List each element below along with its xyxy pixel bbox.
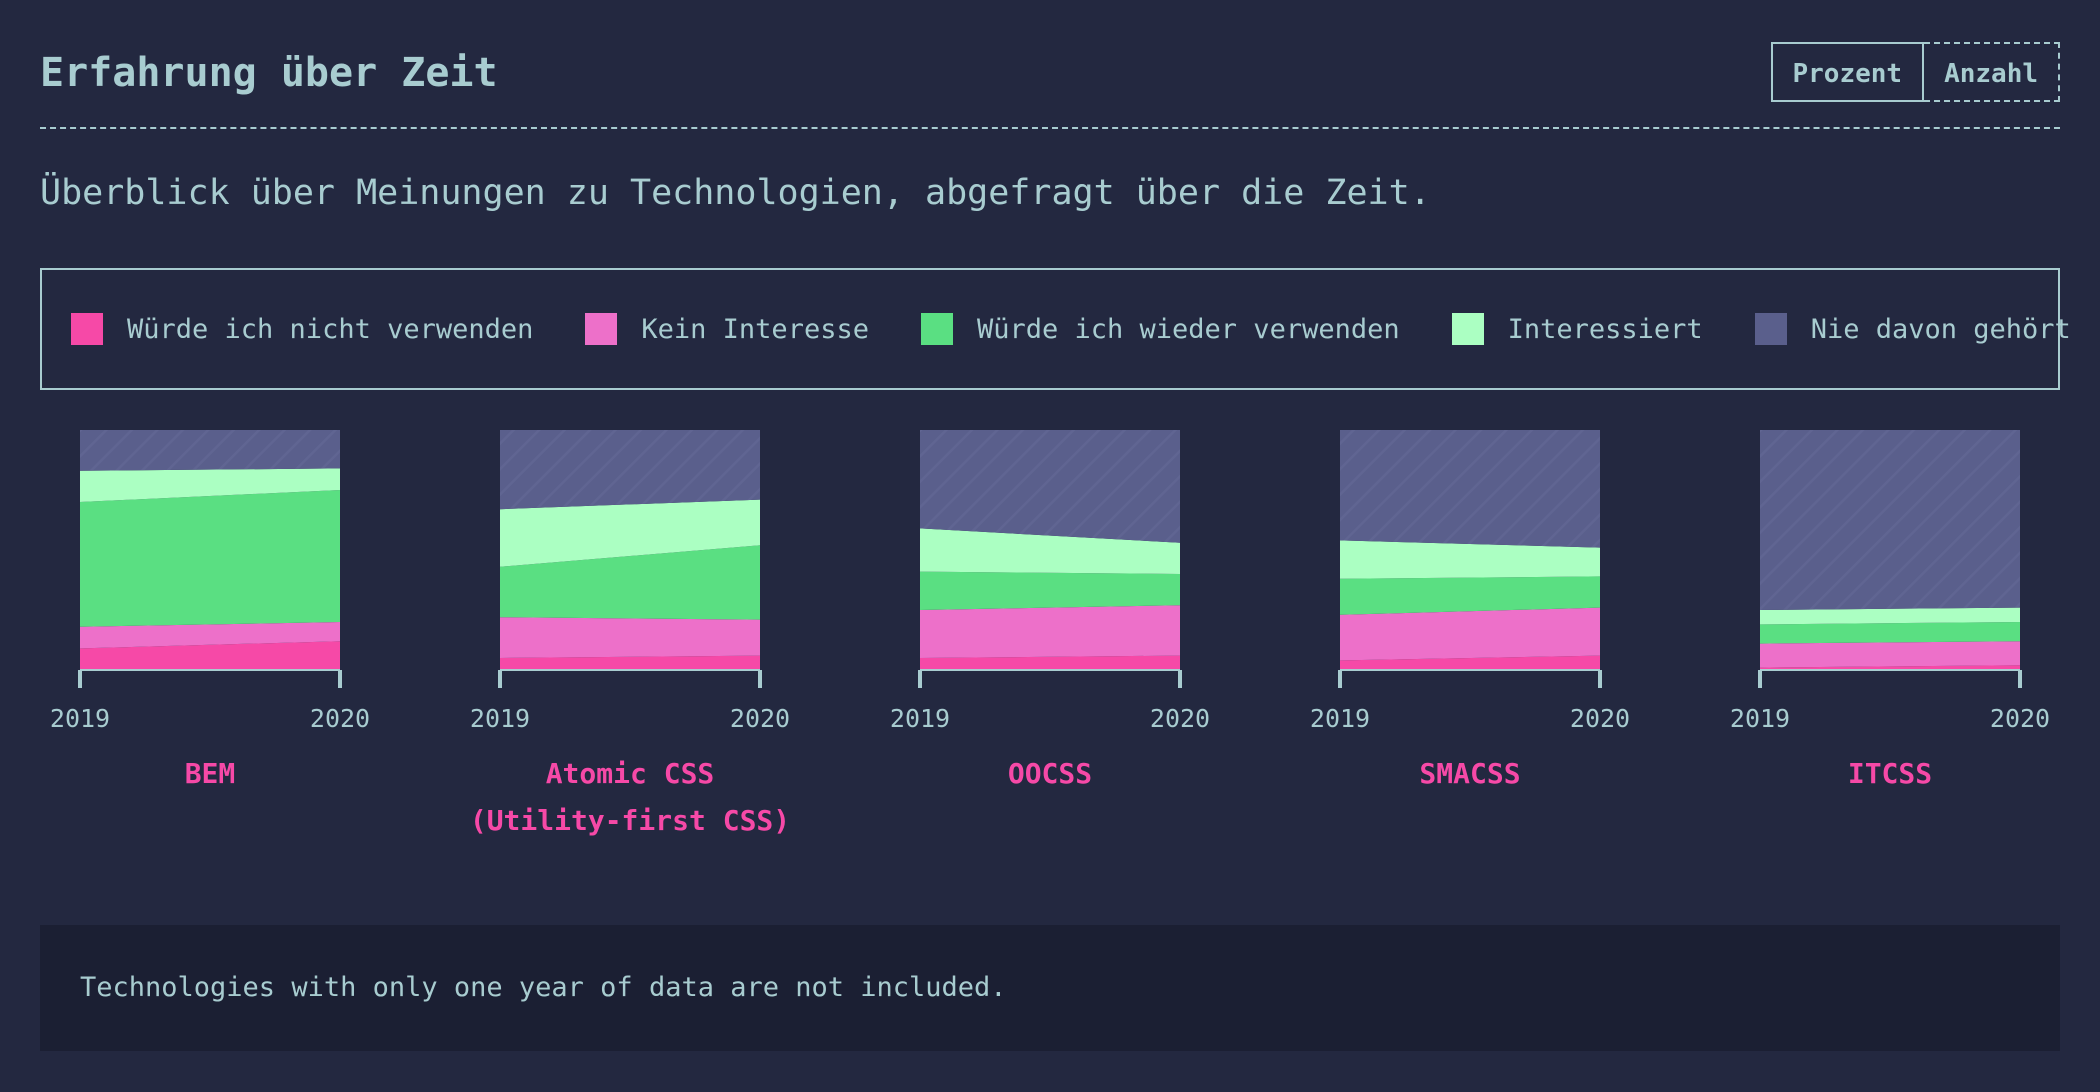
chart-title: OOCSS [1008, 757, 1092, 790]
block-description: Überblick über Meinungen zu Technologien… [40, 173, 1431, 213]
legend-item[interactable]: Nie davon gehört [1754, 313, 2071, 345]
area-hatch [80, 430, 340, 471]
chart-legend: Würde ich nicht verwenden Kein Interesse W… [40, 268, 2071, 390]
x-tick-label: 2020 [1150, 704, 1210, 733]
area-series [1340, 607, 1600, 661]
chart-title-line: (Utility-first CSS) [470, 804, 790, 837]
x-tick-label: 2020 [310, 704, 370, 733]
area-series [1760, 665, 2020, 670]
block-header: Erfahrung über Zeit Prozent Anzahl [40, 40, 2060, 129]
area-hatch [1340, 430, 1600, 548]
legend-swatch [1754, 313, 1787, 345]
x-tick-label: 2020 [1570, 704, 1630, 733]
legend-swatch [920, 313, 953, 345]
legend-label: Würde ich nicht verwenden [127, 313, 534, 345]
area-series [920, 605, 1180, 658]
legend-item[interactable]: Kein Interesse [585, 313, 869, 345]
x-tick-label: 2020 [1990, 704, 2050, 733]
area-series [500, 617, 760, 658]
legend-swatch [1451, 313, 1484, 345]
area-series [80, 490, 340, 627]
chart-2: 2019 2020 OOCSS [890, 430, 1210, 790]
area-series [80, 641, 340, 670]
chart-title: BEM [185, 757, 236, 790]
area-hatch [920, 430, 1180, 543]
area-series [1760, 622, 2020, 644]
chart-3: 2019 2020 SMACSS [1310, 430, 1630, 790]
chart-title-line: BEM [185, 757, 236, 790]
legend-label: Interessiert [1507, 313, 1703, 345]
chart-title-line: Atomic CSS [546, 757, 715, 790]
area-series [1340, 576, 1600, 615]
legend-item[interactable]: Würde ich wieder verwenden [920, 313, 1400, 345]
area-hatch [1760, 430, 2020, 610]
area-series [1340, 540, 1600, 579]
x-tick-label: 2019 [1730, 704, 1790, 733]
unit-toggle: Prozent Anzahl [1770, 42, 2060, 102]
chart-4: 2019 2020 ITCSS [1730, 430, 2050, 790]
area-series [920, 528, 1180, 574]
area-series [1340, 655, 1600, 670]
legend-label: Nie davon gehört [1810, 313, 2071, 345]
area-series [80, 468, 340, 502]
x-tick-label: 2019 [890, 704, 950, 733]
chart-title: ITCSS [1848, 757, 1932, 790]
area-series [500, 545, 760, 620]
chart-title: SMACSS [1419, 757, 1520, 790]
x-tick-label: 2020 [730, 704, 790, 733]
legend-item[interactable]: Interessiert [1451, 313, 1703, 345]
area-series [500, 655, 760, 670]
area-series [1760, 607, 2020, 625]
chart-title-line: ITCSS [1848, 757, 1932, 790]
legend-label: Würde ich wieder verwenden [976, 313, 1400, 345]
x-tick-label: 2019 [470, 704, 530, 733]
area-hatch [500, 430, 760, 510]
chart-title-line: SMACSS [1419, 757, 1520, 790]
legend-swatch [585, 313, 618, 345]
chart-title: Atomic CSS (Utility-first CSS) [470, 757, 790, 837]
legend-label: Kein Interesse [641, 313, 869, 345]
area-series [1760, 641, 2020, 668]
legend-swatch [71, 313, 103, 345]
area-series [920, 655, 1180, 670]
percent-toggle-button[interactable]: Prozent [1770, 42, 1925, 102]
page-title: Erfahrung über Zeit [40, 50, 498, 96]
area-series [920, 571, 1180, 610]
chart-0: 2019 2020 BEM [50, 430, 370, 790]
x-tick-label: 2019 [50, 704, 110, 733]
count-toggle-button[interactable]: Anzahl [1924, 42, 2060, 102]
area-series [500, 499, 760, 567]
footnote: Technologies with only one year of data … [40, 925, 2060, 1051]
chart-title-line: OOCSS [1008, 757, 1092, 790]
charts-area: 2019 2020 BEM 2019 2020 Atomic CSS (Utility-fi… [50, 430, 2050, 837]
x-tick-label: 2019 [1310, 704, 1370, 733]
area-series [80, 622, 340, 649]
chart-1: 2019 2020 Atomic CSS (Utility-first CSS) [470, 430, 790, 837]
legend-item[interactable]: Würde ich nicht verwenden [71, 313, 533, 345]
